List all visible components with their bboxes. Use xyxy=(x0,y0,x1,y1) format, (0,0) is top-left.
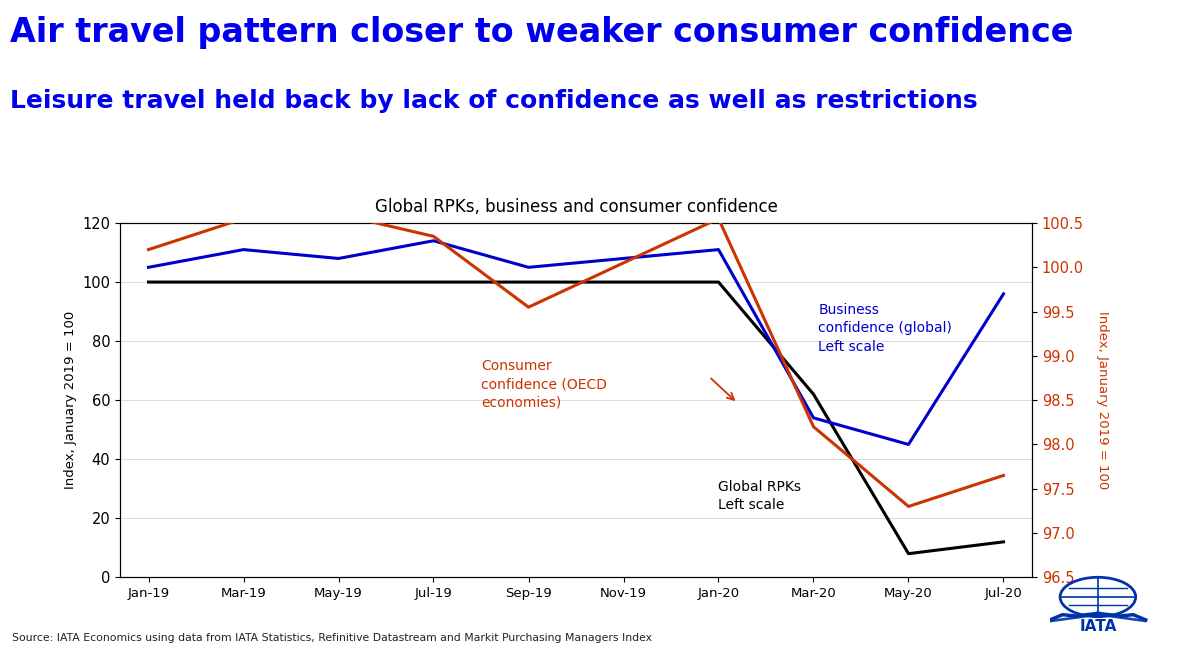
Text: Source: IATA Economics using data from IATA Statistics, Refinitive Datastream an: Source: IATA Economics using data from I… xyxy=(12,633,652,643)
Text: IATA: IATA xyxy=(1079,619,1116,634)
Text: Consumer
confidence (OECD
economies): Consumer confidence (OECD economies) xyxy=(481,359,607,409)
Y-axis label: Index, January 2019 = 100: Index, January 2019 = 100 xyxy=(64,311,77,489)
Y-axis label: Index, January 2019 = 100: Index, January 2019 = 100 xyxy=(1096,311,1109,489)
Text: Leisure travel held back by lack of confidence as well as restrictions: Leisure travel held back by lack of conf… xyxy=(10,89,977,113)
Text: Global RPKs
Left scale: Global RPKs Left scale xyxy=(719,480,802,512)
Text: Air travel pattern closer to weaker consumer confidence: Air travel pattern closer to weaker cons… xyxy=(10,16,1073,49)
Title: Global RPKs, business and consumer confidence: Global RPKs, business and consumer confi… xyxy=(374,198,778,216)
Text: Business
confidence (global)
Left scale: Business confidence (global) Left scale xyxy=(818,303,952,354)
